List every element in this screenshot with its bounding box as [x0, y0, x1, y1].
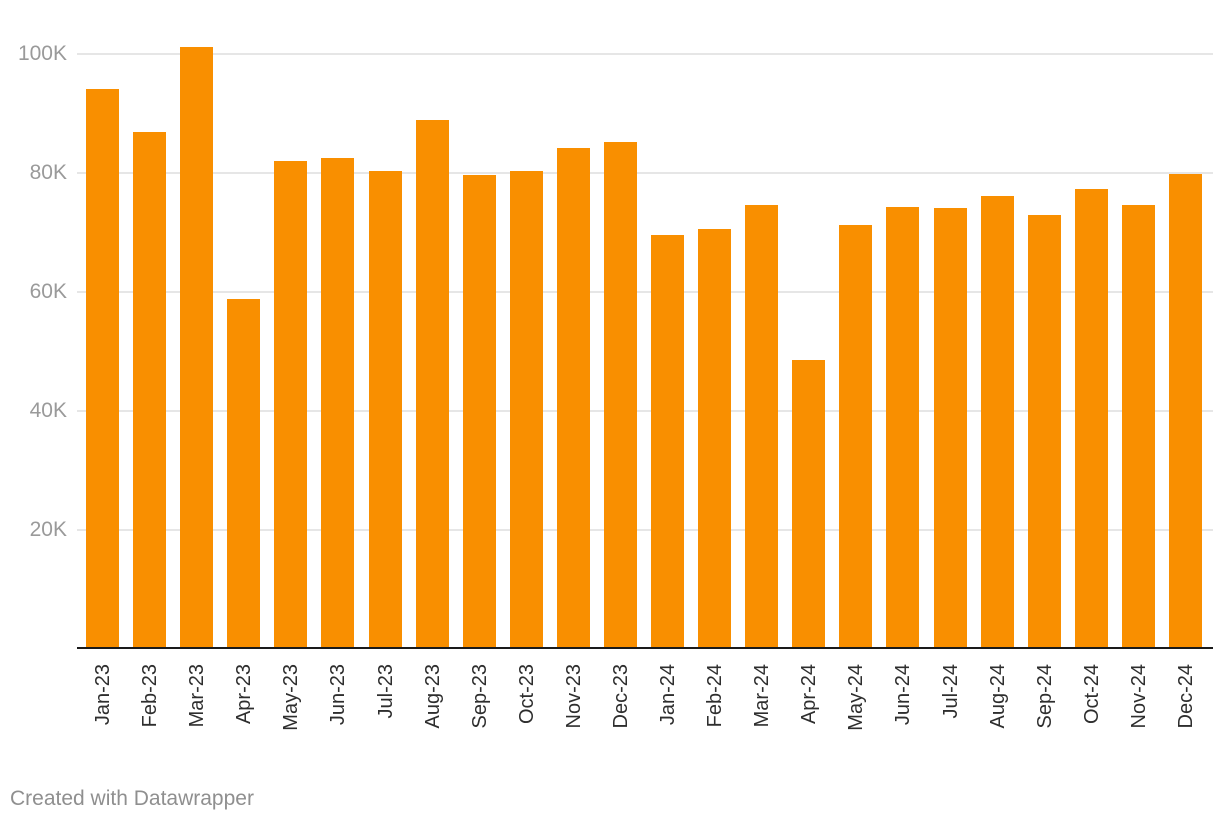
- bar[interactable]: [886, 207, 919, 647]
- x-axis-tick-label: Jul-23: [375, 664, 397, 719]
- x-axis-tick-label: Feb-23: [139, 664, 161, 728]
- gridline: [77, 529, 1213, 531]
- bar[interactable]: [510, 171, 543, 647]
- x-axis-tick-label: Jun-24: [892, 664, 914, 726]
- x-axis-tick-label: Apr-23: [233, 664, 255, 725]
- bar[interactable]: [274, 161, 307, 647]
- attribution-text: Created with Datawrapper: [10, 787, 254, 810]
- bar[interactable]: [557, 148, 590, 647]
- gridline: [77, 291, 1213, 293]
- x-axis-line: [77, 647, 1213, 649]
- gridline: [77, 172, 1213, 174]
- y-axis-tick-label: 60K: [29, 280, 67, 303]
- x-axis-tick-label: Jan-24: [657, 664, 679, 726]
- bar[interactable]: [86, 89, 119, 647]
- x-axis-tick-label: Nov-24: [1128, 664, 1150, 729]
- y-axis-tick-label: 80K: [29, 161, 67, 184]
- bar[interactable]: [934, 208, 967, 647]
- bar[interactable]: [463, 175, 496, 647]
- x-axis-tick-label: Sep-24: [1034, 664, 1056, 729]
- bar[interactable]: [1122, 205, 1155, 647]
- bar[interactable]: [1075, 189, 1108, 647]
- bar[interactable]: [321, 158, 354, 647]
- x-axis-tick-label: Oct-23: [516, 664, 538, 725]
- bar[interactable]: [180, 47, 213, 647]
- bar[interactable]: [745, 205, 778, 647]
- x-axis-tick-label: Mar-24: [751, 664, 773, 728]
- attribution: Created with Datawrapper: [10, 786, 254, 811]
- gridline: [77, 410, 1213, 412]
- bar[interactable]: [416, 120, 449, 647]
- bar[interactable]: [651, 235, 684, 647]
- bar[interactable]: [698, 229, 731, 647]
- bar[interactable]: [1169, 174, 1202, 647]
- gridline: [77, 53, 1213, 55]
- x-axis-tick-label: Apr-24: [798, 664, 820, 725]
- bar[interactable]: [981, 196, 1014, 647]
- x-axis-tick-label: May-24: [845, 664, 867, 731]
- x-axis-tick-label: Mar-23: [186, 664, 208, 728]
- x-axis-tick-label: Feb-24: [704, 664, 726, 728]
- x-axis-tick-label: Jan-23: [92, 664, 114, 726]
- y-axis-tick-label: 40K: [29, 399, 67, 422]
- bar[interactable]: [227, 299, 260, 647]
- x-axis-tick-label: Aug-23: [422, 664, 444, 729]
- x-axis-tick-label: Jun-23: [327, 664, 349, 726]
- y-axis-tick-label: 20K: [29, 518, 67, 541]
- x-axis-tick-label: Sep-23: [469, 664, 491, 729]
- x-axis-tick-label: Dec-24: [1175, 664, 1197, 729]
- y-axis-tick-label: 100K: [17, 42, 67, 65]
- bar[interactable]: [1028, 215, 1061, 647]
- x-axis-tick-label: Aug-24: [987, 664, 1009, 729]
- bar[interactable]: [792, 360, 825, 647]
- x-axis-tick-label: Oct-24: [1081, 664, 1103, 725]
- x-axis-tick-label: Dec-23: [610, 664, 632, 729]
- x-axis-tick-label: Jul-24: [940, 664, 962, 719]
- bar[interactable]: [133, 132, 166, 647]
- bar[interactable]: [604, 142, 637, 647]
- x-axis-tick-label: May-23: [280, 664, 302, 731]
- bar[interactable]: [839, 225, 872, 647]
- bar[interactable]: [369, 171, 402, 647]
- x-axis-tick-label: Nov-23: [563, 664, 585, 729]
